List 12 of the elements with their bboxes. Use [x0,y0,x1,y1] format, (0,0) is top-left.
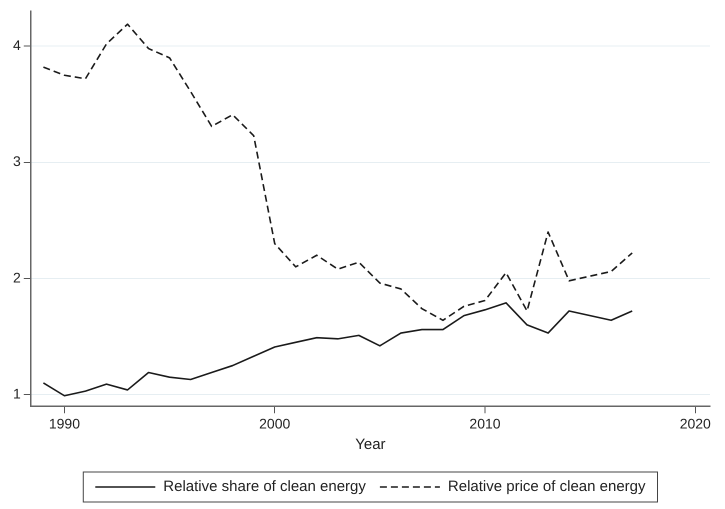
y-tick-label: 3 [12,153,21,170]
x-tick-label: 2010 [469,415,501,432]
y-tick-label: 1 [12,385,21,402]
legend-label: Relative share of clean energy [163,478,366,496]
line-series [42,23,633,322]
x-tick-label: 1990 [48,415,80,432]
x-axis-title: Year [355,436,386,454]
y-tick-label: 2 [12,269,21,286]
x-tick-label: 2020 [680,415,712,432]
legend-label: Relative price of clean energy [448,478,646,496]
y-tick-label: 4 [12,37,21,54]
x-tick-label: 2000 [259,415,290,432]
